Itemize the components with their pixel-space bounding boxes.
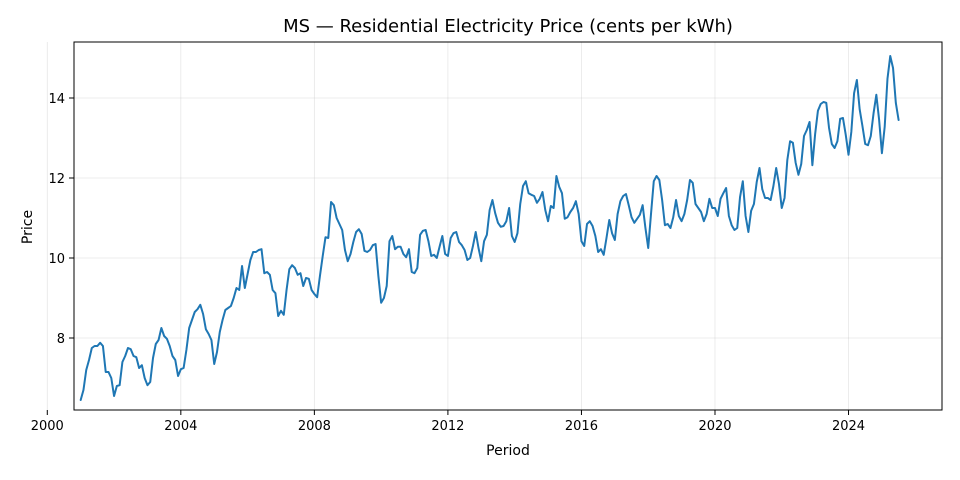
x-tick-label: 2024	[832, 419, 865, 434]
x-tick-label: 2012	[431, 419, 464, 434]
y-axis-label: Price	[20, 210, 36, 244]
x-tick-label: 2004	[164, 419, 197, 434]
series-line	[79, 55, 900, 401]
chart-title: MS — Residential Electricity Price (cent…	[283, 16, 733, 37]
y-tick-label: 14	[48, 92, 65, 107]
x-tick-label: 2008	[298, 419, 331, 434]
x-axis-label: Period	[486, 443, 530, 459]
x-axis: 2000 2004 2008 2012 2016 2020 2024	[31, 410, 865, 434]
y-tick-label: 10	[48, 252, 65, 267]
x-tick-label: 2000	[31, 419, 64, 434]
series-layer	[79, 55, 900, 401]
x-tick-label: 2020	[698, 419, 731, 434]
grid-layer	[46, 42, 942, 410]
y-tick-label: 8	[57, 332, 65, 347]
y-axis: 8 10 12 14	[48, 92, 74, 347]
plot-frame	[73, 41, 943, 411]
x-tick-label: 2016	[565, 419, 598, 434]
y-tick-label: 12	[48, 172, 65, 187]
